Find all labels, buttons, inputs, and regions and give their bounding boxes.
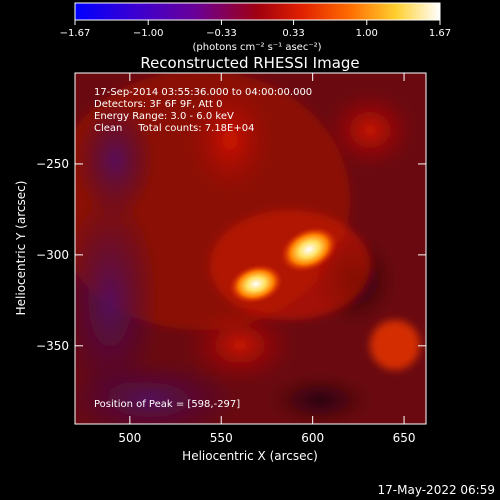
annotation-detectors: Detectors: 3F 6F 9F, Att 0 [94, 99, 222, 110]
peak-position-label: Position of Peak = [598,-297] [94, 399, 240, 410]
annotation-clean: Clean Total counts: 7.18E+04 [94, 123, 254, 134]
source-peak [280, 226, 338, 273]
colorbar-ticks: −1.67 −1.00 −0.33 0.33 1.00 1.67 [60, 20, 451, 39]
x-tick-label: 600 [301, 431, 324, 445]
annotation-time: 17-Sep-2014 03:55:36.000 to 04:00:00.000 [94, 87, 312, 98]
y-axis-label: Heliocentric Y (arcsec) [14, 181, 28, 316]
colorbar-unit-label: (photons cm⁻² s⁻¹ asec⁻²) [192, 42, 321, 53]
x-tick-label: 500 [118, 431, 141, 445]
annotation-energy: Energy Range: 3.0 - 6.0 keV [94, 111, 234, 122]
colorbar-tick-label: −0.33 [206, 28, 237, 39]
info-annotations: 17-Sep-2014 03:55:36.000 to 04:00:00.000… [94, 87, 312, 134]
source-peak [229, 264, 283, 304]
y-tick-label: −250 [36, 157, 69, 171]
x-axis: 500 550 600 650 [118, 73, 416, 445]
colorbar [74, 2, 441, 21]
colorbar-tick-label: −1.67 [60, 28, 91, 39]
timestamp: 17-May-2022 06:59 [378, 483, 495, 497]
y-tick-label: −350 [36, 339, 69, 353]
heatmap-image [75, 73, 426, 424]
sources [229, 226, 338, 304]
colorbar-tick-label: 1.67 [429, 28, 451, 39]
x-tick-label: 650 [393, 431, 416, 445]
y-tick-label: −300 [36, 248, 69, 262]
colorbar-tick-label: −1.00 [133, 28, 164, 39]
colorbar-tick-label: 0.33 [282, 28, 304, 39]
plot-frame [74, 72, 427, 425]
chart-title: Reconstructed RHESSI Image [140, 54, 359, 72]
x-tick-label: 550 [210, 431, 233, 445]
colorbar-tick-label: 1.00 [356, 28, 378, 39]
x-axis-label: Heliocentric X (arcsec) [182, 449, 318, 463]
y-axis: −250 −300 −350 [36, 157, 426, 353]
